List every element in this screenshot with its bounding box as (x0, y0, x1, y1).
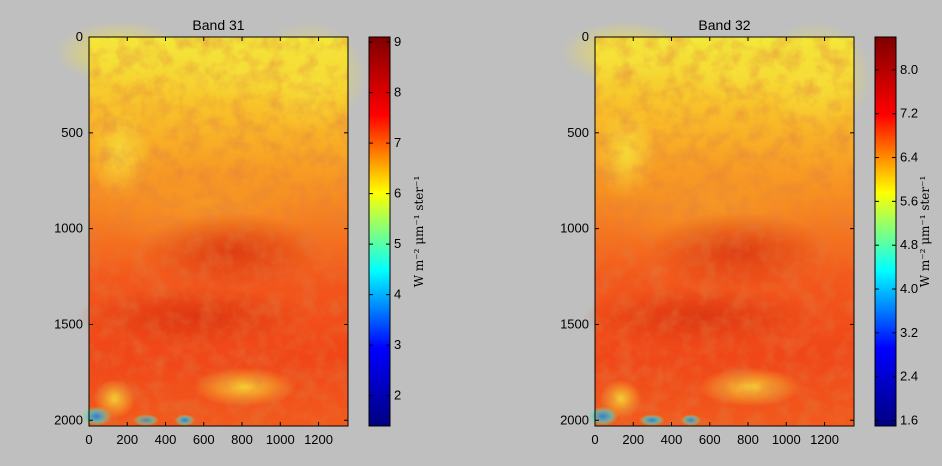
y-tick-label: 1500 (54, 316, 83, 331)
colorbar-tick-label: 7 (394, 135, 401, 150)
colorbar-tick-label: 2.4 (900, 369, 918, 384)
panel-band-32: Band 32 0 200 400 600 800 1000 1200 0 500 1000 1500… (560, 17, 932, 447)
colorbar-label: W m⁻² μm⁻¹ ster⁻¹ (412, 176, 426, 288)
x-tick-label: 800 (231, 432, 253, 447)
x-tick-label: 1000 (772, 432, 801, 447)
colorbar-tick-label: 2 (394, 388, 401, 403)
x-tick-label: 600 (699, 432, 721, 447)
x-tick-label: 800 (737, 432, 759, 447)
x-tick-label: 0 (85, 432, 92, 447)
axes-frame (88, 36, 349, 427)
x-tick-label: 1200 (304, 432, 333, 447)
colorbar: 1.6 2.4 3.2 4.0 4.8 5.6 6.4 7.2 8.0 W m⁻² μm⁻¹ st… (874, 36, 932, 428)
heatmap-image (55, 21, 367, 427)
colorbar-ramp (368, 36, 391, 427)
y-tick-label: 2000 (560, 412, 589, 427)
chart-title: Band 31 (192, 17, 244, 33)
colorbar-tick-label: 7.2 (900, 106, 918, 121)
colorbar-ramp (874, 36, 897, 427)
colorbar-tick-label: 4.0 (900, 281, 918, 296)
colorbar: 2 3 4 5 6 7 8 9 W m⁻² μm⁻¹ ster⁻¹ (368, 34, 426, 427)
y-tick-label: 1000 (54, 221, 83, 236)
x-tick-label: 600 (193, 432, 215, 447)
heatmap-image (561, 21, 873, 427)
colorbar-tick-label: 6.4 (900, 150, 918, 165)
x-tick-label: 400 (661, 432, 683, 447)
x-tick-label: 1200 (810, 432, 839, 447)
colorbar-tick-label: 5.6 (900, 193, 918, 208)
colorbar-tick-label: 6 (394, 186, 401, 201)
y-tick-label: 500 (61, 125, 83, 140)
colorbar-tick-label: 1.6 (900, 413, 918, 428)
x-tick-label: 0 (591, 432, 598, 447)
y-tick-label: 500 (567, 125, 589, 140)
x-tick-label: 1000 (266, 432, 295, 447)
heatmap-noise (89, 37, 348, 426)
x-tick-label: 200 (622, 432, 644, 447)
colorbar-tick-label: 4.8 (900, 237, 918, 252)
colorbar-tick-label: 4 (394, 287, 401, 302)
y-tick-label: 1000 (560, 221, 589, 236)
x-tick-label: 200 (116, 432, 138, 447)
colorbar-tick-label: 3 (394, 337, 401, 352)
colorbar-tick-label: 8.0 (900, 62, 918, 77)
colorbar-label: W m⁻² μm⁻¹ ster⁻¹ (918, 176, 932, 288)
heatmap-noise (595, 37, 854, 426)
y-tick-label: 0 (76, 29, 83, 44)
axes-frame (594, 36, 855, 427)
colorbar-tick-label: 3.2 (900, 325, 918, 340)
colorbar-tick-label: 9 (394, 34, 401, 49)
y-tick-label: 0 (582, 29, 589, 44)
colorbar-tick-label: 5 (394, 236, 401, 251)
colorbar-tick-label: 8 (394, 85, 401, 100)
chart-title: Band 32 (698, 17, 750, 33)
x-tick-label: 400 (155, 432, 177, 447)
y-tick-label: 2000 (54, 412, 83, 427)
panel-band-31: Band 31 0 200 400 600 800 1000 1200 0 500 1000 1500… (54, 17, 426, 447)
y-tick-label: 1500 (560, 316, 589, 331)
